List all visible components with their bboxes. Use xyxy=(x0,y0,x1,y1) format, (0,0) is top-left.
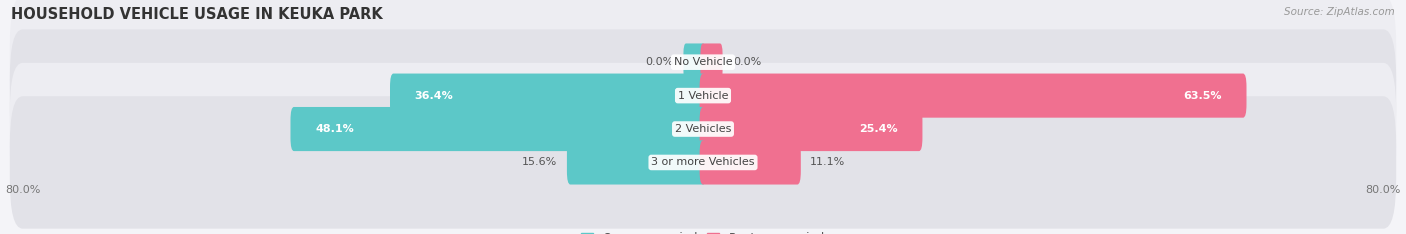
Text: No Vehicle: No Vehicle xyxy=(673,57,733,67)
FancyBboxPatch shape xyxy=(700,73,1247,118)
Legend: Owner-occupied, Renter-occupied: Owner-occupied, Renter-occupied xyxy=(576,227,830,234)
Text: 63.5%: 63.5% xyxy=(1184,91,1222,101)
Text: 1 Vehicle: 1 Vehicle xyxy=(678,91,728,101)
FancyBboxPatch shape xyxy=(700,107,922,151)
FancyBboxPatch shape xyxy=(700,44,723,81)
Text: 0.0%: 0.0% xyxy=(733,57,761,67)
Text: 36.4%: 36.4% xyxy=(415,91,453,101)
Text: 15.6%: 15.6% xyxy=(522,157,558,168)
Text: HOUSEHOLD VEHICLE USAGE IN KEUKA PARK: HOUSEHOLD VEHICLE USAGE IN KEUKA PARK xyxy=(11,7,382,22)
Text: 0.0%: 0.0% xyxy=(645,57,673,67)
FancyBboxPatch shape xyxy=(10,0,1396,128)
Text: 3 or more Vehicles: 3 or more Vehicles xyxy=(651,157,755,168)
Text: 11.1%: 11.1% xyxy=(810,157,845,168)
Text: 25.4%: 25.4% xyxy=(859,124,898,134)
Text: Source: ZipAtlas.com: Source: ZipAtlas.com xyxy=(1284,7,1395,17)
FancyBboxPatch shape xyxy=(683,44,706,81)
FancyBboxPatch shape xyxy=(10,29,1396,162)
Text: 48.1%: 48.1% xyxy=(315,124,354,134)
Text: 2 Vehicles: 2 Vehicles xyxy=(675,124,731,134)
FancyBboxPatch shape xyxy=(389,73,706,118)
FancyBboxPatch shape xyxy=(291,107,706,151)
FancyBboxPatch shape xyxy=(700,140,801,185)
FancyBboxPatch shape xyxy=(10,96,1396,229)
FancyBboxPatch shape xyxy=(567,140,706,185)
FancyBboxPatch shape xyxy=(10,63,1396,195)
